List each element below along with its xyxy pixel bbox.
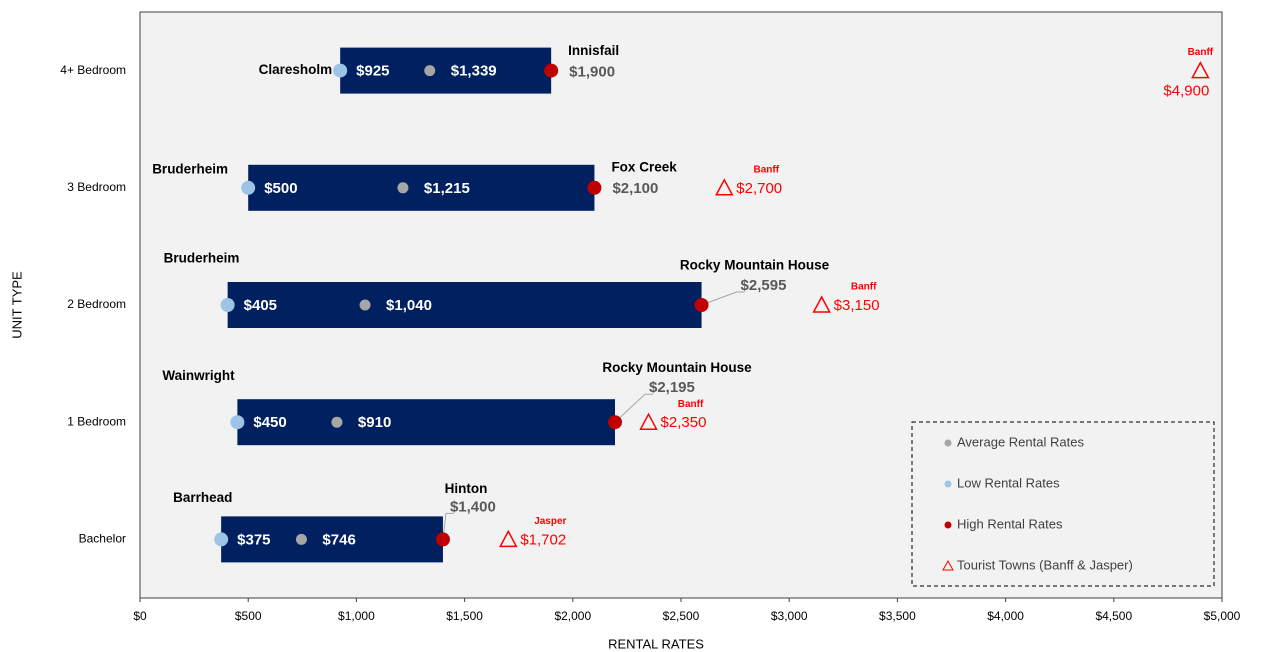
avg-dot	[359, 299, 371, 311]
tourist-value-label: $4,900	[1163, 83, 1209, 100]
legend-label: High Rental Rates	[957, 516, 1063, 531]
high-town-label: Rocky Mountain House	[680, 258, 830, 273]
low-town-label: Bruderheim	[164, 251, 240, 266]
legend-box	[911, 421, 1215, 587]
tourist-town-label: Banff	[851, 282, 877, 293]
high-value-label: $2,595	[741, 277, 787, 294]
tourist-town-label: Banff	[1188, 47, 1214, 58]
x-tick-label: $4,500	[1095, 609, 1132, 623]
y-tick-label: 3 Bedroom	[67, 180, 126, 194]
high-value-label: $1,400	[450, 498, 496, 515]
y-tick-label: Bachelor	[79, 532, 126, 546]
y-axis-title: UNIT TYPE	[9, 271, 24, 339]
high-town-label: Fox Creek	[611, 159, 677, 174]
range-bar	[221, 516, 443, 563]
avg-value-label: $1,215	[424, 180, 470, 197]
avg-dot	[295, 533, 307, 545]
low-dot	[333, 63, 348, 78]
high-dot	[544, 63, 559, 78]
x-axis-title: RENTAL RATES	[608, 636, 704, 651]
range-bar	[227, 282, 702, 328]
tourist-marker	[499, 529, 518, 548]
low-dot	[214, 532, 229, 547]
low-value-label: $450	[253, 414, 286, 431]
tourist-town-label: Jasper	[534, 516, 566, 527]
low-dot	[230, 415, 245, 430]
low-town-label: Bruderheim	[152, 161, 228, 176]
range-bar	[248, 164, 595, 211]
low-dot	[241, 180, 256, 195]
high-value-label: $2,100	[612, 180, 658, 197]
y-tick-label: 1 Bedroom	[67, 414, 126, 428]
high-town-label: Innisfail	[568, 43, 619, 58]
avg-value-label: $1,339	[451, 63, 497, 80]
legend-marker	[944, 439, 952, 447]
tourist-marker	[639, 412, 658, 430]
tourist-value-label: $3,150	[834, 297, 880, 314]
high-value-label: $2,195	[649, 379, 695, 396]
leader-line	[614, 393, 653, 423]
tourist-marker	[1191, 61, 1210, 79]
x-tick-label: $3,500	[879, 609, 916, 623]
low-town-label: Wainwright	[162, 368, 235, 383]
y-tick-label: 2 Bedroom	[67, 297, 126, 311]
range-bar	[237, 399, 615, 446]
x-tick-label: $1,500	[446, 609, 483, 623]
tourist-town-label: Banff	[753, 164, 779, 175]
x-tick-label: $3,000	[771, 609, 808, 623]
x-tick-label: $1,000	[338, 609, 375, 623]
avg-value-label: $746	[322, 531, 355, 548]
low-dot	[220, 298, 235, 312]
legend-marker	[944, 521, 952, 529]
avg-dot	[397, 182, 409, 194]
legend-marker	[944, 480, 952, 488]
avg-value-label: $910	[358, 414, 391, 431]
avg-dot	[331, 416, 343, 428]
low-town-label: Claresholm	[259, 62, 333, 77]
x-tick-label: $5,000	[1204, 609, 1241, 623]
low-value-label: $405	[244, 297, 277, 314]
legend-label: Average Rental Rates	[957, 434, 1084, 449]
legend-marker	[942, 559, 954, 571]
high-town-label: Rocky Mountain House	[602, 360, 752, 375]
x-tick-label: $2,000	[554, 609, 591, 623]
high-dot	[694, 298, 709, 312]
high-value-label: $1,900	[569, 64, 615, 81]
low-value-label: $925	[356, 63, 389, 80]
low-town-label: Barrhead	[173, 490, 232, 505]
range-bar	[340, 47, 552, 94]
tourist-marker	[715, 178, 734, 196]
leader-line	[442, 512, 454, 540]
x-tick-label: $4,000	[987, 609, 1024, 623]
tourist-value-label: $1,702	[520, 531, 566, 548]
x-tick-label: $500	[235, 609, 262, 623]
low-value-label: $500	[264, 180, 297, 197]
legend-label: Low Rental Rates	[957, 475, 1060, 490]
avg-dot	[424, 65, 436, 77]
tourist-marker	[812, 295, 831, 313]
x-tick-label: $2,500	[663, 609, 700, 623]
tourist-town-label: Banff	[678, 399, 704, 410]
x-tick-label: $0	[133, 609, 147, 623]
high-dot	[607, 415, 622, 430]
high-town-label: Hinton	[445, 481, 488, 496]
leader-line	[701, 291, 745, 306]
legend-label: Tourist Towns (Banff & Jasper)	[957, 557, 1133, 572]
y-tick-label: 4+ Bedroom	[60, 63, 126, 77]
high-dot	[435, 532, 450, 547]
low-value-label: $375	[237, 531, 270, 548]
tourist-value-label: $2,700	[736, 180, 782, 197]
high-dot	[587, 180, 602, 195]
avg-value-label: $1,040	[386, 297, 432, 314]
tourist-value-label: $2,350	[661, 414, 707, 431]
